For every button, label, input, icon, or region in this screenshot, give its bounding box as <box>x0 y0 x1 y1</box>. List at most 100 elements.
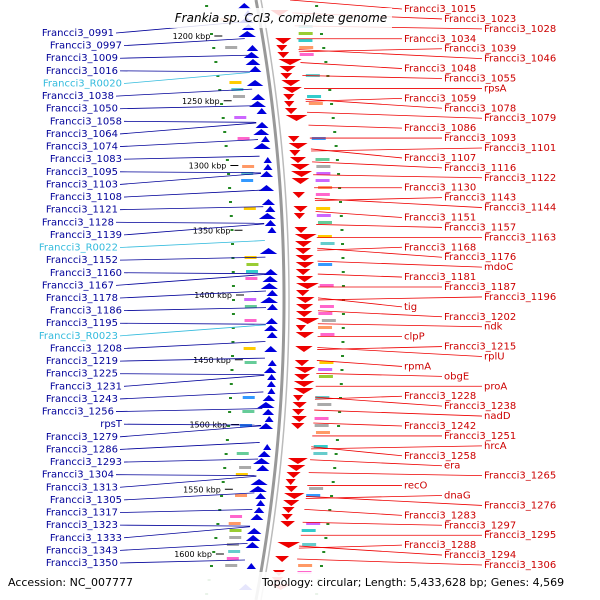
forward-gene-arrow <box>262 395 276 401</box>
gc-tick <box>229 383 233 385</box>
reverse-gene-arrow <box>293 395 304 401</box>
reverse-gene-arrow <box>291 423 305 429</box>
right-gene-label: Francci3_1059 <box>404 93 476 104</box>
left-gene-label: Francci3_1009 <box>46 53 118 64</box>
function-bar <box>246 263 259 266</box>
function-bar <box>318 368 333 371</box>
reverse-gene-arrow <box>295 283 319 289</box>
right-leader-line <box>300 62 403 69</box>
reverse-gene-arrow <box>295 318 320 324</box>
right-gene-label: Francci3_1028 <box>484 24 556 35</box>
left-leader-line <box>123 526 251 539</box>
function-bar <box>243 207 256 210</box>
gc-tick <box>334 145 338 147</box>
left-leader-line <box>119 324 266 337</box>
reverse-gene-arrow <box>293 388 314 394</box>
forward-gene-arrow <box>256 500 266 506</box>
right-leader-line <box>317 297 403 308</box>
right-leader-line <box>316 224 443 228</box>
right-gene-label: Francci3_1265 <box>484 471 556 482</box>
left-gene-label: Francci3_1038 <box>42 91 114 102</box>
function-bar <box>242 410 255 413</box>
left-gene-label: Francci3_1139 <box>50 230 122 241</box>
left-gene-label: Francci3_1108 <box>50 192 122 203</box>
function-bar <box>320 333 335 336</box>
right-gene-label: Francci3_1034 <box>404 34 476 45</box>
function-bar <box>239 466 252 469</box>
reverse-gene-arrow <box>295 332 314 338</box>
left-leader-line <box>119 524 251 527</box>
forward-gene-arrow <box>237 3 252 9</box>
function-bar <box>317 403 332 406</box>
gc-tick <box>322 551 326 553</box>
backbone-inner-line <box>260 0 290 600</box>
reverse-gene-arrow <box>282 87 302 93</box>
reverse-gene-arrow <box>287 136 300 142</box>
forward-gene-arrow <box>262 409 275 415</box>
gc-tick <box>212 47 216 49</box>
left-leader-line <box>119 542 248 551</box>
right-gene-label: Francci3_1196 <box>484 292 556 303</box>
gc-tick <box>335 159 339 161</box>
forward-gene-arrow <box>256 108 267 114</box>
gc-tick <box>220 495 224 497</box>
reverse-gene-arrow <box>284 486 298 492</box>
right-gene-label: Francci3_1297 <box>444 520 516 531</box>
reverse-gene-arrow <box>285 115 308 121</box>
reverse-gene-arrow <box>295 325 307 331</box>
gc-tick <box>337 425 341 427</box>
function-bar <box>243 347 256 350</box>
right-gene-label: Francci3_1039 <box>444 44 516 55</box>
right-leader-line <box>302 75 443 79</box>
kbp-tick-label: 1250 kbp <box>182 97 220 106</box>
gc-tick <box>339 215 343 217</box>
forward-gene-arrow <box>266 290 278 296</box>
right-gene-label: Francci3_1187 <box>444 282 516 293</box>
reverse-gene-arrow <box>296 297 315 303</box>
right-leader-line <box>315 396 443 407</box>
right-gene-label: Francci3_1046 <box>484 54 556 65</box>
forward-gene-arrow <box>251 94 266 100</box>
right-gene-label: Francci3_1086 <box>404 123 476 134</box>
left-gene-label: Francci3_1095 <box>46 167 118 178</box>
gc-tick <box>341 327 345 329</box>
forward-gene-arrow <box>253 458 270 464</box>
right-gene-label: Francci3_1228 <box>404 391 476 402</box>
reverse-gene-arrow <box>292 409 305 415</box>
function-bar <box>318 375 333 378</box>
gc-tick <box>232 299 235 301</box>
function-bar <box>236 452 249 455</box>
function-bar <box>306 522 321 525</box>
right-gene-label: rpmA <box>404 361 431 372</box>
function-bar <box>313 452 328 455</box>
right-gene-label: Francci3_1055 <box>444 74 516 85</box>
kbp-tick-label: 1600 kbp <box>174 550 212 559</box>
left-gene-label: Francci3_1313 <box>46 482 118 493</box>
left-gene-label: Francci3_1160 <box>50 268 122 279</box>
right-leader-line <box>314 198 483 208</box>
right-leader-line <box>317 347 483 357</box>
reverse-gene-arrow <box>295 255 314 261</box>
right-gene-label: Francci3_1215 <box>444 342 516 353</box>
function-bar <box>235 473 248 476</box>
right-leader-line <box>310 148 403 159</box>
function-bar <box>309 487 324 490</box>
left-leader-line <box>123 423 262 426</box>
backbone-line <box>254 0 286 600</box>
left-gene-label: Francci3_1256 <box>42 407 114 418</box>
right-leader-line <box>305 97 403 102</box>
right-gene-label: Francci3_1283 <box>404 510 476 521</box>
left-gene-label: Francci3_1058 <box>50 116 122 127</box>
reverse-gene-arrow <box>293 381 315 387</box>
reverse-gene-arrow <box>278 59 302 65</box>
function-bar <box>317 221 332 224</box>
left-leader-line <box>123 458 259 463</box>
function-bar <box>318 263 333 266</box>
left-gene-label: Francci3_1167 <box>42 280 114 291</box>
reverse-gene-arrow <box>293 213 305 219</box>
forward-gene-arrow <box>258 213 276 219</box>
right-leader-line <box>302 521 443 526</box>
right-leader-line <box>308 124 403 129</box>
right-leader-line <box>313 422 403 427</box>
gc-tick <box>324 61 328 63</box>
